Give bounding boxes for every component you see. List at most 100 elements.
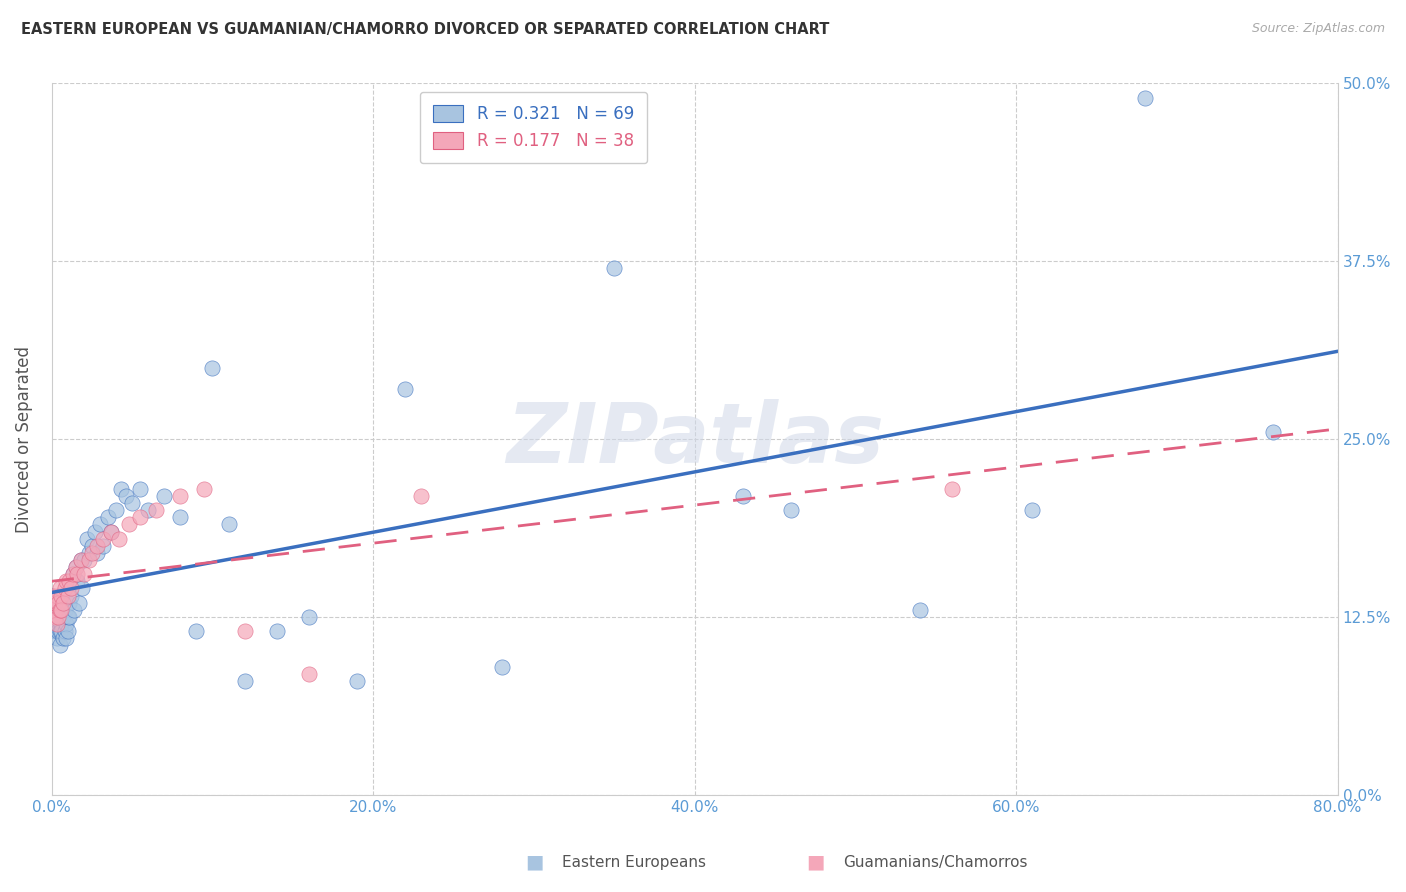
- Point: [76, 532, 98, 546]
- Point: [52, 631, 75, 645]
- Point: [491, 659, 513, 673]
- Point: [52, 596, 75, 610]
- Point: [84, 524, 107, 539]
- Point: [60, 582, 83, 596]
- Point: [46, 603, 69, 617]
- Point: [49, 582, 72, 596]
- Point: [44, 603, 66, 617]
- Point: [731, 489, 754, 503]
- Point: [1133, 90, 1156, 104]
- Text: ■: ■: [524, 852, 544, 871]
- Point: [60, 589, 83, 603]
- Point: [45, 631, 67, 645]
- Y-axis label: Divorced or Separated: Divorced or Separated: [15, 345, 32, 533]
- Point: [69, 553, 91, 567]
- Point: [298, 666, 321, 681]
- Point: [62, 567, 84, 582]
- Point: [51, 624, 73, 639]
- Point: [49, 638, 72, 652]
- Point: [298, 610, 321, 624]
- Point: [186, 624, 208, 639]
- Point: [114, 489, 136, 503]
- Point: [233, 624, 256, 639]
- Point: [55, 631, 77, 645]
- Point: [77, 546, 100, 560]
- Point: [193, 482, 215, 496]
- Point: [42, 603, 65, 617]
- Point: [201, 360, 224, 375]
- Point: [56, 589, 79, 603]
- Point: [46, 596, 69, 610]
- Point: [908, 603, 931, 617]
- Point: [266, 624, 288, 639]
- Point: [346, 673, 368, 688]
- Point: [411, 489, 433, 503]
- Point: [129, 510, 152, 524]
- Point: [51, 603, 73, 617]
- Point: [58, 596, 80, 610]
- Point: [58, 574, 80, 589]
- Point: [42, 596, 65, 610]
- Point: [44, 596, 66, 610]
- Point: [67, 596, 90, 610]
- Point: [97, 510, 120, 524]
- Point: [153, 489, 176, 503]
- Point: [49, 610, 72, 624]
- Point: [44, 624, 66, 639]
- Point: [65, 560, 87, 574]
- Point: [1263, 425, 1285, 439]
- Point: [780, 503, 803, 517]
- Point: [80, 539, 103, 553]
- Point: [45, 610, 67, 624]
- Point: [100, 524, 122, 539]
- Point: [86, 539, 108, 553]
- Point: [66, 574, 89, 589]
- Point: [44, 610, 66, 624]
- Point: [53, 624, 76, 639]
- Point: [49, 603, 72, 617]
- Point: [89, 517, 111, 532]
- Point: [66, 567, 89, 582]
- Point: [58, 610, 80, 624]
- Point: [45, 624, 67, 639]
- Point: [52, 610, 75, 624]
- Point: [169, 489, 191, 503]
- Text: ZIPatlas: ZIPatlas: [506, 399, 883, 480]
- Text: EASTERN EUROPEAN VS GUAMANIAN/CHAMORRO DIVORCED OR SEPARATED CORRELATION CHART: EASTERN EUROPEAN VS GUAMANIAN/CHAMORRO D…: [21, 22, 830, 37]
- Point: [46, 617, 69, 632]
- Point: [42, 589, 65, 603]
- Point: [86, 546, 108, 560]
- Point: [51, 589, 73, 603]
- Point: [44, 617, 66, 632]
- Text: ■: ■: [806, 852, 825, 871]
- Point: [56, 610, 79, 624]
- Point: [145, 503, 167, 517]
- Point: [51, 603, 73, 617]
- Point: [53, 582, 76, 596]
- Point: [603, 261, 626, 276]
- Point: [941, 482, 963, 496]
- Point: [80, 546, 103, 560]
- Point: [100, 524, 122, 539]
- Point: [73, 553, 96, 567]
- Point: [136, 503, 159, 517]
- Point: [49, 624, 72, 639]
- Point: [55, 574, 77, 589]
- Legend: R = 0.321   N = 69, R = 0.177   N = 38: R = 0.321 N = 69, R = 0.177 N = 38: [420, 92, 647, 163]
- Point: [121, 496, 143, 510]
- Point: [56, 624, 79, 639]
- Point: [45, 617, 67, 632]
- Point: [73, 567, 96, 582]
- Point: [62, 567, 84, 582]
- Point: [46, 624, 69, 639]
- Point: [46, 610, 69, 624]
- Point: [69, 553, 91, 567]
- Text: Eastern Europeans: Eastern Europeans: [562, 855, 706, 870]
- Point: [53, 603, 76, 617]
- Point: [233, 673, 256, 688]
- Point: [118, 517, 141, 532]
- Point: [42, 589, 65, 603]
- Point: [91, 532, 114, 546]
- Point: [218, 517, 240, 532]
- Point: [91, 539, 114, 553]
